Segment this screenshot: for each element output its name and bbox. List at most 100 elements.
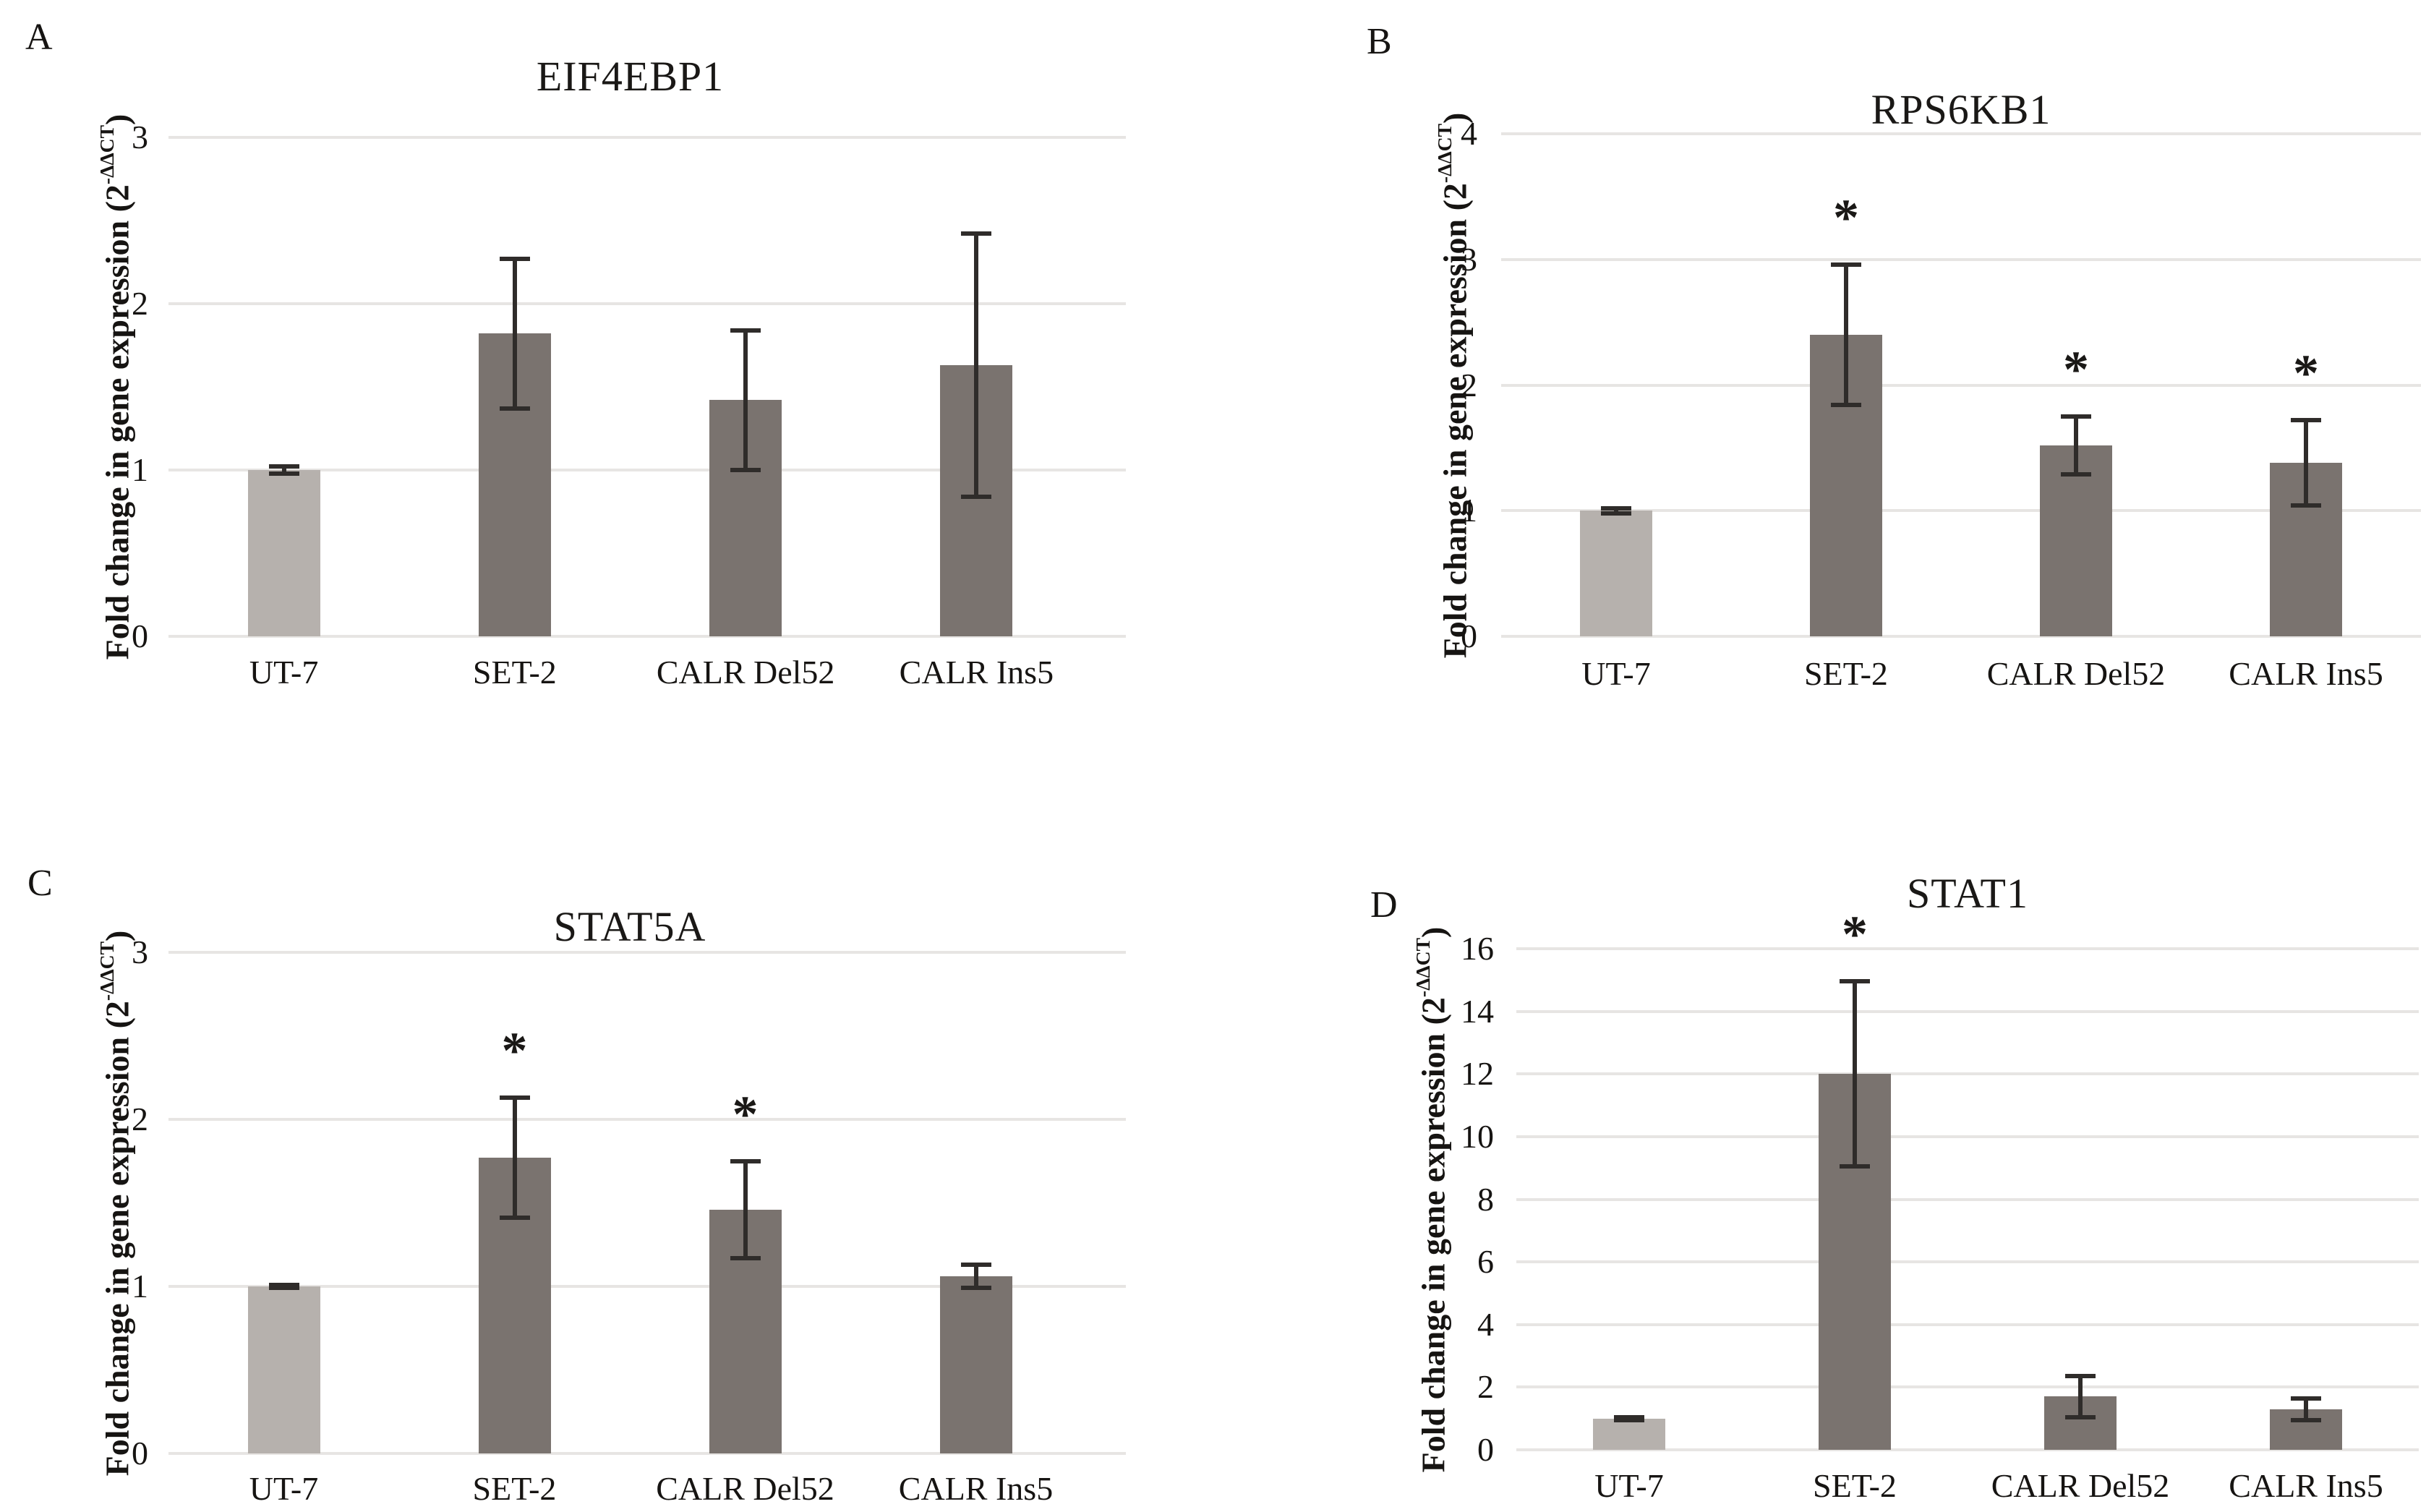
error-bar-cap-top bbox=[2061, 414, 2091, 419]
error-bar-line bbox=[2304, 1398, 2308, 1420]
x-axis-label: CALR Ins5 bbox=[2229, 1467, 2383, 1504]
error-bar-cap-top bbox=[1601, 505, 1631, 511]
y-tick-label: 3 bbox=[1461, 240, 1477, 278]
chart-title: RPS6KB1 bbox=[1871, 86, 2051, 133]
gridline bbox=[1516, 1385, 2419, 1389]
gridline bbox=[168, 1118, 1126, 1121]
y-tick-label: 6 bbox=[1477, 1243, 1494, 1281]
error-bar-cap-top bbox=[961, 231, 992, 236]
error-bar-line bbox=[743, 1161, 748, 1258]
panel-letter: A bbox=[25, 17, 53, 58]
x-axis-label: CALR Ins5 bbox=[899, 654, 1054, 691]
gridline bbox=[1516, 1448, 2419, 1451]
chart-title: STAT1 bbox=[1907, 870, 2028, 917]
significance-asterisk: * bbox=[2293, 344, 2319, 403]
error-bar-cap-top bbox=[730, 1158, 761, 1163]
gridline bbox=[1501, 257, 2421, 261]
y-tick-label: 4 bbox=[1461, 115, 1477, 152]
y-axis-label-text: Fold change in gene expression (2 bbox=[98, 1000, 136, 1476]
error-bar-cap-top bbox=[1614, 1414, 1644, 1419]
error-bar-cap-bottom bbox=[960, 1286, 991, 1291]
error-bar-cap-bottom bbox=[1614, 1417, 1644, 1422]
x-axis-label: UT-7 bbox=[249, 654, 319, 691]
error-bar-cap-top bbox=[730, 328, 761, 333]
y-tick-label: 12 bbox=[1461, 1055, 1494, 1093]
y-tick-label: 3 bbox=[132, 934, 148, 970]
chart-title: EIF4EBP1 bbox=[536, 53, 725, 100]
error-bar-line bbox=[281, 466, 286, 474]
y-tick-label: 4 bbox=[1477, 1305, 1494, 1343]
significance-asterisk: * bbox=[732, 1085, 759, 1143]
y-tick-label: 2 bbox=[132, 1101, 148, 1137]
gridline bbox=[168, 1452, 1126, 1455]
error-bar-line bbox=[2304, 420, 2308, 506]
x-axis-label: UT-7 bbox=[249, 1470, 319, 1507]
x-axis-label: SET-2 bbox=[1813, 1467, 1897, 1504]
error-bar-line bbox=[973, 1264, 978, 1289]
error-bar-line bbox=[2074, 416, 2078, 474]
error-bar-cap-bottom bbox=[2291, 1417, 2321, 1422]
y-tick-label: 3 bbox=[132, 119, 148, 155]
error-bar-cap-top bbox=[499, 1095, 530, 1100]
error-bar-cap-bottom bbox=[1831, 403, 1861, 408]
gridline bbox=[1516, 1197, 2419, 1201]
error-bar-cap-top bbox=[499, 256, 530, 261]
gridline bbox=[168, 635, 1126, 638]
error-bar-cap-bottom bbox=[268, 1286, 299, 1291]
error-bar-cap-top bbox=[960, 1262, 991, 1267]
significance-asterisk: * bbox=[1842, 905, 1868, 964]
y-tick-label: 0 bbox=[132, 1435, 148, 1472]
y-tick-label: 8 bbox=[1477, 1180, 1494, 1218]
x-axis-label: CALR Del52 bbox=[1991, 1467, 2170, 1504]
gridline bbox=[1516, 1135, 2419, 1138]
y-tick-label: 1 bbox=[1461, 492, 1477, 529]
error-bar-cap-bottom bbox=[2061, 471, 2091, 477]
error-bar-cap-top bbox=[2291, 1396, 2321, 1401]
error-bar-line bbox=[743, 330, 748, 470]
gridline bbox=[168, 951, 1126, 954]
error-bar-cap-top bbox=[2065, 1374, 2096, 1379]
x-axis-label: SET-2 bbox=[1804, 655, 1888, 692]
chart-title: STAT5A bbox=[553, 903, 706, 950]
y-tick-label: 1 bbox=[132, 451, 148, 488]
y-tick-label: 16 bbox=[1461, 930, 1494, 967]
x-axis-label: UT-7 bbox=[1594, 1467, 1664, 1504]
bar-calr-ins5 bbox=[939, 1276, 1012, 1453]
significance-asterisk: * bbox=[501, 1021, 528, 1080]
bar-ut-7 bbox=[1593, 1418, 1665, 1450]
error-bar-cap-top bbox=[2291, 418, 2321, 423]
error-bar-cap-bottom bbox=[961, 494, 992, 499]
error-bar-line bbox=[1844, 264, 1848, 406]
error-bar-cap-bottom bbox=[268, 471, 299, 476]
error-bar-cap-bottom bbox=[1840, 1164, 1870, 1169]
x-axis-label: CALR Del52 bbox=[1986, 655, 2166, 692]
y-tick-label: 14 bbox=[1461, 992, 1494, 1030]
y-tick-label: 2 bbox=[1461, 366, 1477, 403]
x-axis-label: CALR Del52 bbox=[656, 1470, 834, 1507]
significance-asterisk: * bbox=[2063, 340, 2089, 398]
gridline bbox=[168, 469, 1126, 471]
error-bar-cap-bottom bbox=[730, 468, 761, 472]
y-tick-label: 2 bbox=[132, 285, 148, 322]
gridline bbox=[1516, 1260, 2419, 1264]
y-axis-label-text: Fold change in gene expression (2 bbox=[98, 184, 136, 660]
bar-ut-7 bbox=[1580, 511, 1652, 636]
error-bar-cap-top bbox=[268, 1282, 299, 1287]
bar-calr-del52 bbox=[2040, 445, 2112, 636]
error-bar-cap-top bbox=[1840, 979, 1870, 984]
error-bar-cap-bottom bbox=[1601, 511, 1631, 516]
x-axis-label: CALR Ins5 bbox=[898, 1470, 1054, 1507]
error-bar-cap-bottom bbox=[499, 406, 530, 411]
error-bar-line bbox=[512, 258, 517, 409]
bar-ut-7 bbox=[247, 470, 320, 636]
gridline bbox=[168, 302, 1126, 305]
error-bar-cap-bottom bbox=[2291, 503, 2321, 508]
panel-letter: D bbox=[1370, 884, 1398, 926]
x-axis-label: CALR Ins5 bbox=[2229, 655, 2383, 692]
significance-asterisk: * bbox=[1833, 188, 1859, 247]
gridline bbox=[1516, 1009, 2419, 1013]
y-tick-label: 1 bbox=[132, 1268, 148, 1304]
gridline bbox=[1501, 383, 2421, 387]
error-bar-line bbox=[512, 1097, 517, 1218]
gridline bbox=[1501, 509, 2421, 513]
